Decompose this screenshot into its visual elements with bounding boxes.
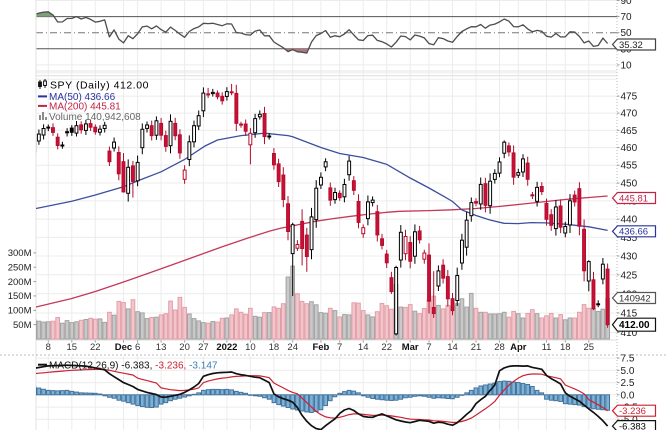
svg-text:5.0: 5.0 — [621, 366, 635, 377]
svg-text:2022: 2022 — [216, 342, 237, 353]
svg-text:150M: 150M — [8, 291, 32, 302]
svg-text:27: 27 — [198, 342, 209, 353]
svg-text:440: 440 — [621, 215, 638, 226]
svg-text:460: 460 — [621, 143, 638, 154]
svg-text:415: 415 — [621, 309, 638, 320]
svg-text:25: 25 — [584, 342, 595, 353]
svg-text:Feb: Feb — [312, 342, 329, 353]
svg-text:22: 22 — [90, 342, 101, 353]
svg-text:MACD(12,26,9) -6.383, -3.236,: MACD(12,26,9) -6.383, -3.236, -3.147 — [49, 360, 218, 371]
svg-text:14: 14 — [447, 342, 458, 353]
svg-text:15: 15 — [67, 342, 78, 353]
svg-text:140942: 140942 — [619, 293, 651, 304]
svg-text:300M: 300M — [8, 248, 32, 259]
svg-text:470: 470 — [621, 109, 638, 120]
svg-text:436.66: 436.66 — [619, 227, 648, 238]
svg-text:475: 475 — [621, 92, 638, 103]
svg-text:Mar: Mar — [402, 342, 419, 353]
svg-text:50: 50 — [621, 28, 633, 39]
svg-text:13: 13 — [156, 342, 167, 353]
svg-text:200M: 200M — [8, 277, 32, 288]
svg-text:22: 22 — [381, 342, 392, 353]
svg-text:18: 18 — [269, 342, 280, 353]
svg-text:50M: 50M — [13, 320, 32, 331]
svg-text:465: 465 — [621, 126, 638, 137]
svg-text:70: 70 — [621, 12, 633, 23]
svg-text:0.0: 0.0 — [621, 390, 635, 401]
svg-text:Apr: Apr — [510, 342, 527, 353]
svg-text:MA(200) 445.81: MA(200) 445.81 — [49, 102, 121, 113]
svg-text:35.32: 35.32 — [619, 40, 643, 51]
svg-text:7: 7 — [426, 342, 431, 353]
svg-text:-3.236: -3.236 — [619, 406, 646, 417]
svg-text:SPY (Daily) 412.00: SPY (Daily) 412.00 — [50, 79, 149, 91]
svg-text:MA(50) 436.66: MA(50) 436.66 — [49, 92, 116, 103]
svg-text:Dec: Dec — [115, 342, 132, 353]
svg-text:6: 6 — [135, 342, 140, 353]
svg-text:14: 14 — [358, 342, 369, 353]
svg-text:-6.383: -6.383 — [619, 422, 646, 430]
svg-text:100M: 100M — [8, 306, 32, 317]
svg-text:10: 10 — [245, 342, 256, 353]
svg-text:2.5: 2.5 — [621, 378, 635, 389]
svg-text:10: 10 — [621, 60, 633, 71]
svg-text:430: 430 — [621, 252, 638, 263]
svg-text:250M: 250M — [8, 263, 32, 274]
svg-text:435: 435 — [621, 233, 638, 244]
svg-text:7: 7 — [337, 342, 342, 353]
svg-text:410: 410 — [621, 328, 638, 339]
svg-text:11: 11 — [542, 342, 552, 353]
svg-text:445.81: 445.81 — [619, 193, 648, 204]
svg-text:412.00: 412.00 — [619, 320, 650, 331]
svg-text:21: 21 — [471, 342, 482, 353]
svg-text:425: 425 — [621, 270, 638, 281]
svg-text:450: 450 — [621, 179, 638, 190]
svg-text:24: 24 — [287, 342, 298, 353]
svg-text:90: 90 — [621, 0, 633, 7]
svg-text:8: 8 — [46, 342, 51, 353]
svg-text:7.5: 7.5 — [621, 354, 635, 365]
svg-text:18: 18 — [560, 342, 571, 353]
svg-text:20: 20 — [179, 342, 190, 353]
svg-text:Volume 140,942,608: Volume 140,942,608 — [49, 112, 141, 123]
svg-text:28: 28 — [494, 342, 505, 353]
svg-text:455: 455 — [621, 161, 638, 172]
